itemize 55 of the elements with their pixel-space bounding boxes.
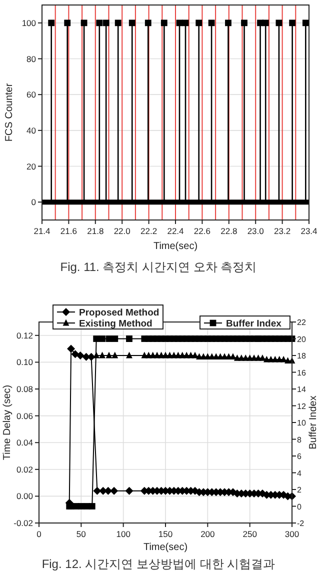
y-tick-label: 0.08 [16,384,34,394]
x-tick-label: 23.0 [247,226,264,236]
y-tick-label: 0.10 [16,357,34,368]
x-tick-label: 100 [116,529,131,539]
y2-tick-label: 10 [297,418,306,428]
x-axis-title: Time(sec) [143,542,188,553]
y-tick-label: 100 [22,18,36,28]
x-tick-label: 22.6 [194,226,211,236]
y-tick-label: 40 [26,125,36,136]
y2-tick-label: 2 [297,486,302,494]
y2-tick-label: 16 [297,368,306,378]
y2-tick-label: 14 [297,385,306,394]
y-tick-label: 80 [26,54,36,64]
y2-tick-label: -2 [297,519,305,528]
y-tick-label: 0.04 [16,438,34,448]
x-tick-label: 300 [284,529,300,539]
x-tick-label: 21.4 [34,226,51,236]
y-tick-label: 0 [31,197,36,208]
x-tick-label: 21.8 [87,226,104,236]
y2-tick-label: 22 [297,318,306,327]
x-tick-label: 23.4 [300,226,317,236]
y2-tick-label: 8 [297,435,302,444]
y2-tick-label: 20 [297,334,306,344]
legend-label: Existing Method [79,318,153,330]
x-tick-label: 22.0 [114,226,131,236]
y2-tick-label: 0 [297,502,302,512]
caption: Fig. 11. 측정치 시간지연 오차 측정치 [60,260,257,274]
x-tick-label: 23.2 [274,226,291,236]
y2-tick-label: 6 [297,452,302,461]
x-tick-label: 250 [242,529,258,539]
y-tick-label: -0.02 [14,518,34,528]
x-axis-title: Time(sec) [153,241,198,252]
x-tick-label: 50 [76,529,86,539]
x-tick-label: 22.8 [220,226,238,236]
y2-tick-label: 12 [297,402,306,411]
y-tick-label: 0.12 [16,330,34,340]
y2-tick-label: 4 [297,468,302,478]
x-tick-label: 21.6 [60,226,78,236]
y-tick-label: 60 [26,90,36,100]
y2-tick-label: 18 [297,352,306,360]
legend-label: Buffer Index [226,318,282,330]
legend-label: Proposed Method [79,308,160,318]
y-axis-title: FCS Counter [4,82,15,142]
y-axis-title: Time Delay (sec) [2,384,13,460]
x-tick-label: 22.2 [140,226,158,236]
y2-axis-title: Buffer Index [308,396,317,450]
y-tick-label: 0.06 [16,410,34,421]
y-tick-label: 20 [26,161,36,172]
legend: Buffer Index [200,316,290,330]
y-tick-label: 0.02 [16,464,34,474]
y-tick-label: 0.00 [16,491,34,502]
caption: Fig. 12. 시간지연 보상방법에 대한 시험결과 [42,557,276,571]
x-tick-label: 150 [158,529,173,539]
x-tick-label: 200 [200,529,216,539]
x-tick-label: 22.4 [167,226,184,236]
